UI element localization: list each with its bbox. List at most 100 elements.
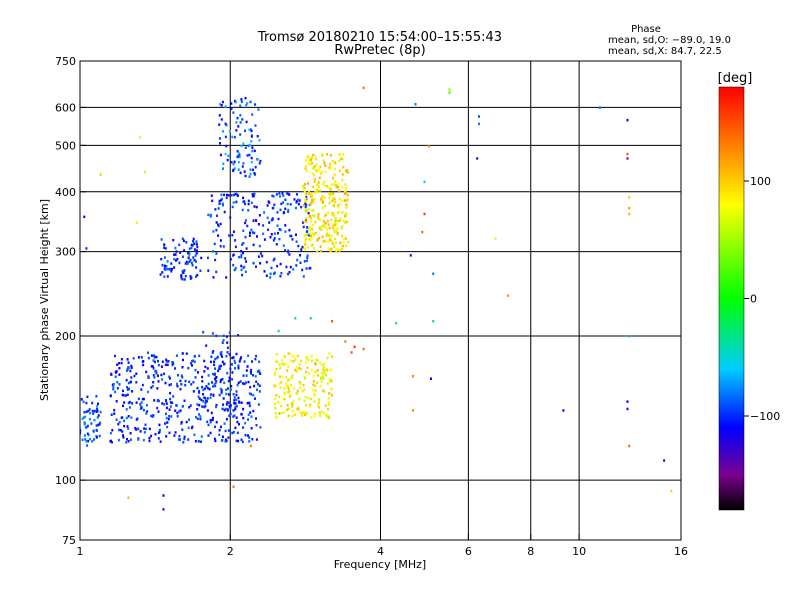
cluster-point <box>165 402 168 405</box>
cluster-point <box>287 365 290 368</box>
cluster-point <box>122 404 124 408</box>
cluster-point <box>195 251 198 254</box>
cluster-point <box>221 435 224 438</box>
cluster-point <box>312 223 314 227</box>
cluster-point <box>177 374 179 377</box>
cluster-point <box>195 240 198 243</box>
cluster-point <box>229 258 232 261</box>
cluster-point <box>287 414 290 418</box>
cluster-point <box>255 219 257 222</box>
cluster-point <box>180 374 183 377</box>
cluster-point <box>184 262 187 265</box>
cluster-point <box>187 251 189 255</box>
cluster-point <box>237 439 240 443</box>
cluster-point <box>148 427 151 431</box>
cluster-point <box>176 385 179 388</box>
cluster-point <box>229 367 232 371</box>
cluster-point <box>259 426 262 429</box>
cluster-point <box>225 417 228 421</box>
scatter-point <box>626 118 629 122</box>
cluster-point <box>249 172 252 176</box>
cluster-point <box>221 407 224 411</box>
cluster-point <box>176 382 178 386</box>
cluster-point <box>224 429 227 433</box>
cluster-point <box>197 440 200 443</box>
cluster-point <box>115 370 118 373</box>
cluster-point <box>86 444 89 447</box>
cluster-point <box>117 422 120 426</box>
cluster-point <box>160 257 163 261</box>
cluster-point <box>163 246 166 249</box>
cluster-point <box>88 408 91 411</box>
cluster-point <box>333 224 336 227</box>
cluster-point <box>315 358 318 362</box>
cluster-point <box>228 353 231 356</box>
cluster-point <box>181 405 184 408</box>
cluster-point <box>333 221 336 225</box>
cluster-point <box>182 358 184 362</box>
cluster-point <box>144 423 147 426</box>
cluster-point <box>268 201 271 204</box>
cluster-point <box>331 199 334 202</box>
cluster-point <box>273 232 276 235</box>
cluster-point <box>163 275 166 278</box>
cluster-point <box>314 220 317 224</box>
cluster-point <box>257 403 260 406</box>
cluster-point <box>304 413 306 417</box>
cluster-point <box>294 413 297 417</box>
cluster-point <box>258 369 261 372</box>
cluster-point <box>157 374 159 377</box>
cluster-point <box>198 390 200 393</box>
cluster-point <box>233 160 236 164</box>
cluster-point <box>236 149 239 153</box>
cluster-point <box>80 428 82 432</box>
cluster-point <box>228 130 231 133</box>
cluster-point <box>234 367 236 370</box>
cluster-point <box>188 418 190 421</box>
cluster-point <box>181 278 184 281</box>
cluster-point <box>204 401 207 405</box>
cluster-point <box>226 371 229 375</box>
cluster-point <box>305 267 308 270</box>
cluster-point <box>180 277 183 280</box>
cluster-point <box>323 161 326 165</box>
cluster-point <box>305 230 308 233</box>
cluster-point <box>337 183 340 186</box>
cluster-point <box>289 352 292 356</box>
cluster-point <box>315 163 318 167</box>
cluster-point <box>324 373 327 376</box>
cluster-point <box>309 163 312 166</box>
cluster-point <box>244 433 247 437</box>
cluster-point <box>209 421 212 424</box>
cluster-point <box>220 391 223 394</box>
cluster-point <box>301 414 304 417</box>
cluster-point <box>243 360 246 363</box>
cluster-point <box>168 383 171 387</box>
cluster-point <box>273 373 276 376</box>
cluster-point <box>281 358 284 362</box>
cluster-point <box>181 237 184 240</box>
cluster-point <box>111 441 113 444</box>
cluster-point <box>174 409 177 412</box>
cluster-point <box>242 142 245 145</box>
cluster-point <box>228 405 231 409</box>
cluster-point <box>191 364 193 367</box>
cluster-point <box>285 265 288 269</box>
cluster-point <box>231 356 234 360</box>
cluster-point <box>324 204 327 208</box>
cluster-point <box>244 202 246 206</box>
cluster-point <box>236 404 238 408</box>
cluster-point <box>256 388 258 392</box>
scatter-point <box>294 317 297 320</box>
cluster-point <box>244 146 247 149</box>
cluster-point <box>301 411 304 415</box>
cluster-point <box>95 424 98 427</box>
cluster-point <box>164 422 166 425</box>
cluster-point <box>318 167 320 170</box>
cluster-point <box>266 204 269 207</box>
cluster-point <box>258 139 261 142</box>
cluster-point <box>317 184 320 188</box>
cluster-point <box>170 383 173 386</box>
cluster-point <box>166 275 169 278</box>
cluster-point <box>234 402 237 405</box>
